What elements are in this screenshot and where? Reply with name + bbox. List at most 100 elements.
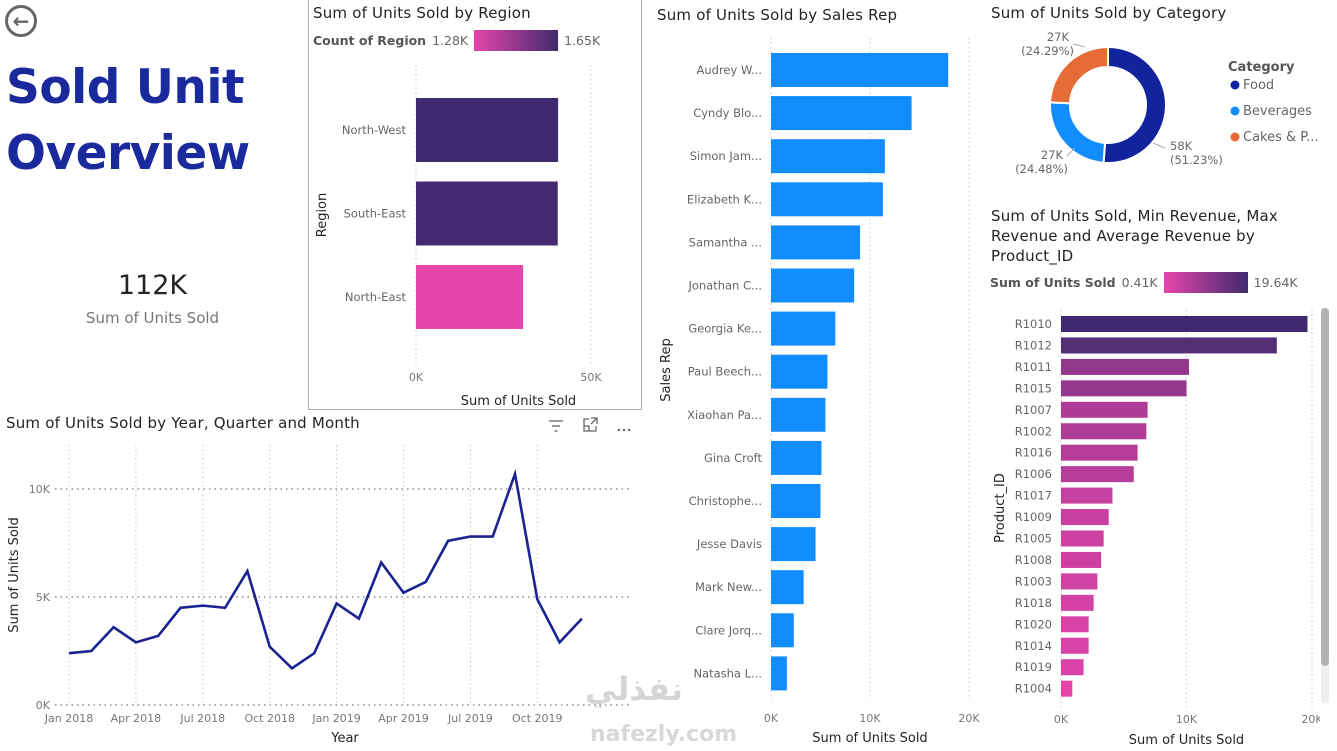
product-legend: Sum of Units Sold 0.41K 19.64K	[990, 272, 1298, 293]
product-chart-plot[interactable]: 0K 10K 20K R1010 R1012 R1011 R1015 R1007 R1002 R1…	[985, 300, 1320, 751]
salesrep-xtick: 20K	[958, 712, 980, 725]
visual-header-toolbar	[548, 417, 632, 437]
salesrep-category-label: Clare Jorq...	[695, 623, 762, 637]
salesrep-bar[interactable]	[771, 53, 949, 87]
region-bar[interactable]	[416, 181, 558, 246]
product-bar[interactable]	[1061, 594, 1094, 611]
salesrep-bar[interactable]	[771, 311, 836, 346]
product-category-label: R1002	[1015, 424, 1052, 438]
product-bar[interactable]	[1061, 380, 1187, 397]
region-chart-title: Sum of Units Sold by Region	[313, 4, 531, 22]
donut-data-label-value: 27K	[1041, 148, 1064, 162]
donut-data-label-value: 27K	[1047, 30, 1070, 44]
product-bar[interactable]	[1061, 444, 1138, 461]
product-category-label: R1017	[1015, 489, 1052, 503]
product-bar[interactable]	[1061, 487, 1113, 504]
timeline-series-line[interactable]	[68, 468, 583, 670]
region-bar[interactable]	[416, 98, 559, 162]
product-category-label: R1009	[1015, 510, 1052, 524]
salesrep-bar[interactable]	[771, 484, 821, 518]
salesrep-bar[interactable]	[771, 656, 787, 691]
salesrep-bar[interactable]	[771, 440, 822, 475]
donut-legend-item[interactable]: Cakes & P...	[1243, 130, 1319, 145]
salesrep-bar[interactable]	[771, 225, 861, 260]
product-chart-title: Sum of Units Sold, Min Revenue, Max Reve…	[991, 206, 1278, 266]
region-legend: Count of Region 1.28K 1.65K	[313, 30, 600, 51]
product-bar[interactable]	[1061, 466, 1134, 483]
region-legend-gradient	[474, 30, 559, 51]
salesrep-chart-plot[interactable]: 0K 10K 20K Audrey W... Cyndy Blo... Simon Jam…	[650, 30, 985, 751]
donut-legend-item[interactable]: Food	[1243, 78, 1274, 93]
salesrep-category-label: Gina Croft	[704, 451, 762, 465]
product-category-label: R1014	[1015, 639, 1052, 653]
timeline-xtick: Jul 2018	[179, 712, 225, 725]
product-bar[interactable]	[1061, 358, 1190, 375]
salesrep-category-label: Christophe...	[689, 494, 762, 508]
kpi-card[interactable]: 112K Sum of Units Sold	[60, 270, 245, 327]
product-category-label: R1016	[1015, 446, 1052, 460]
region-legend-max: 1.65K	[564, 33, 601, 48]
region-yaxis-title: Region	[315, 193, 330, 238]
region-chart-visual[interactable]	[308, 0, 642, 410]
region-xtick: 50K	[580, 371, 602, 384]
region-bar[interactable]	[416, 265, 524, 329]
back-button[interactable]: ←	[5, 5, 37, 37]
donut-data-label-pct: (24.48%)	[1015, 162, 1068, 176]
product-category-label: R1012	[1015, 338, 1052, 352]
salesrep-bar[interactable]	[771, 139, 885, 174]
salesrep-bar[interactable]	[771, 354, 828, 389]
salesrep-category-label: Mark New...	[695, 580, 762, 594]
product-xaxis-title: Sum of Units Sold	[1129, 733, 1244, 748]
salesrep-bar[interactable]	[771, 268, 855, 303]
salesrep-bar[interactable]	[771, 527, 816, 562]
salesrep-category-label: Jonathan C...	[687, 279, 762, 293]
donut-legend-item[interactable]: Beverages	[1243, 104, 1312, 119]
category-chart-plot[interactable]: 58K(51.23%)27K(24.48%)27K(24.29%)Categor…	[985, 25, 1337, 195]
watermark-url: nafezly.com	[590, 722, 738, 747]
product-bar[interactable]	[1061, 337, 1277, 354]
product-legend-gradient	[1163, 272, 1248, 293]
product-title-line3: Product_ID	[991, 247, 1074, 265]
product-scrollbar-thumb[interactable]	[1321, 308, 1329, 666]
product-bar[interactable]	[1061, 551, 1102, 568]
region-category-label: North-West	[342, 123, 407, 137]
product-bar[interactable]	[1061, 680, 1073, 697]
product-bar[interactable]	[1061, 573, 1098, 590]
donut-leader-line	[1066, 147, 1076, 157]
salesrep-bar[interactable]	[771, 613, 794, 648]
salesrep-bar[interactable]	[771, 96, 912, 131]
donut-slice-0[interactable]	[1102, 45, 1167, 164]
timeline-chart-title: Sum of Units Sold by Year, Quarter and M…	[6, 414, 360, 432]
timeline-xtick: Jul 2019	[447, 712, 493, 725]
focus-mode-icon[interactable]	[582, 417, 598, 437]
product-xtick: 10K	[1176, 713, 1198, 726]
salesrep-category-label: Cyndy Blo...	[693, 106, 762, 120]
product-category-label: R1015	[1015, 381, 1052, 395]
salesrep-bar[interactable]	[771, 397, 826, 432]
product-bar[interactable]	[1061, 659, 1084, 676]
product-legend-min: 0.41K	[1121, 275, 1158, 290]
product-bar[interactable]	[1061, 423, 1147, 440]
product-bar[interactable]	[1061, 509, 1109, 526]
product-bar[interactable]	[1061, 316, 1308, 332]
timeline-chart-plot[interactable]: 0K 5K 10K Jan 2018 Apr 2018 Jul 2018 Oct 2018 J…	[0, 435, 650, 751]
page-title: Sold Unit Overview	[6, 55, 250, 187]
salesrep-bar[interactable]	[771, 182, 883, 217]
product-yaxis-title: Product_ID	[993, 473, 1008, 543]
product-category-label: R1010	[1015, 317, 1052, 331]
salesrep-category-label: Elizabeth K...	[687, 192, 762, 206]
product-bar[interactable]	[1061, 401, 1148, 418]
donut-slice-2[interactable]	[1049, 45, 1109, 105]
timeline-xaxis-title: Year	[330, 731, 359, 746]
salesrep-bar[interactable]	[771, 570, 804, 605]
product-bar[interactable]	[1061, 637, 1089, 654]
filter-icon[interactable]	[548, 418, 564, 437]
more-options-icon[interactable]	[616, 418, 632, 437]
product-title-line1: Sum of Units Sold, Min Revenue, Max	[991, 207, 1278, 225]
product-bar[interactable]	[1061, 530, 1104, 547]
donut-data-label-pct: (24.29%)	[1021, 44, 1074, 58]
product-category-label: R1007	[1015, 403, 1052, 417]
product-bar[interactable]	[1061, 616, 1089, 633]
timeline-yaxis-title: Sum of Units Sold	[7, 517, 22, 632]
salesrep-category-label: Natasha L...	[693, 666, 762, 680]
